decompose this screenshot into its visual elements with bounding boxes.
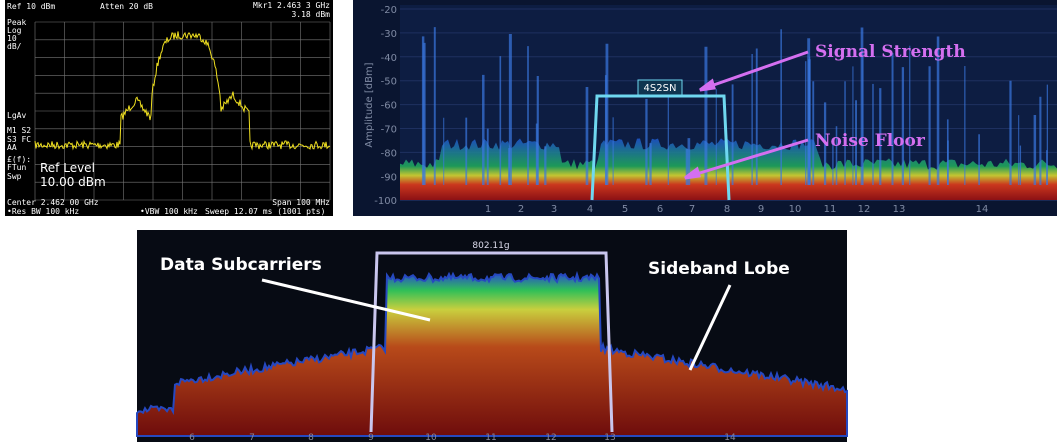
x-tick-label: 13 (604, 433, 615, 442)
y-tick-label: -40 (381, 53, 397, 64)
y-tick-label: -100 (374, 196, 397, 207)
span: Span 100 MHz (272, 198, 330, 207)
side-label: M1 S2 (7, 126, 31, 135)
annotation: Sideband Lobe (648, 259, 790, 279)
res-bw: •Res BW 100 kHz (7, 207, 79, 216)
sweep: Sweep 12.07 ms (1001 pts) (205, 207, 325, 216)
x-tick-label: 6 (657, 204, 663, 215)
side-label: AA (7, 143, 17, 152)
x-tick-label: 14 (976, 204, 989, 215)
y-tick-label: -30 (381, 29, 397, 40)
y-tick-label: -50 (381, 77, 397, 88)
y-tick-label: -90 (381, 172, 397, 183)
x-tick-label: 11 (824, 204, 837, 215)
x-tick-label: 7 (689, 204, 695, 215)
network-label: 802.11g (472, 241, 509, 251)
x-tick-label: 7 (249, 433, 255, 442)
x-tick-label: 13 (893, 204, 906, 215)
x-tick-label: 10 (425, 433, 437, 442)
y-tick-label: -80 (381, 148, 397, 159)
y-tick-label: -70 (381, 125, 397, 136)
annotation: Data Subcarriers (160, 255, 322, 275)
x-tick-label: 11 (485, 433, 496, 442)
x-tick-label: 9 (758, 204, 764, 215)
x-tick-label: 2 (518, 204, 524, 215)
marker-value: 3.18 dBm (291, 10, 330, 19)
center: Center 2.462 00 GHz (7, 198, 99, 207)
y-tick-label: -60 (381, 101, 397, 112)
side-label: FTun (7, 163, 26, 172)
network-label: 4S2SN (644, 83, 677, 94)
ref: Ref 10 dBm (7, 2, 55, 11)
x-tick-label: 12 (545, 433, 556, 442)
annotation: Noise Floor (815, 131, 926, 151)
y-axis-label: Amplitude [dBm] (364, 62, 375, 147)
x-tick-label: 1 (485, 204, 491, 215)
screenshot: Ref 10 dBm Atten 20 dB Mkr1 2.463 3 GHz … (0, 0, 1057, 442)
x-tick-label: 14 (724, 433, 736, 442)
side-label: Swp (7, 172, 22, 181)
x-tick-label: 6 (189, 433, 195, 442)
atten: Atten 20 dB (100, 2, 153, 11)
x-tick-label: 10 (789, 204, 802, 215)
x-tick-label: 5 (622, 204, 628, 215)
y-tick-label: -20 (381, 5, 397, 16)
marker: Mkr1 2.463 3 GHz (253, 1, 330, 10)
x-tick-label: 8 (724, 204, 730, 215)
side-label: dB/ (7, 42, 22, 51)
ref-level-value: 10.00 dBm (40, 175, 106, 189)
x-tick-label: 3 (551, 204, 557, 215)
ref-level-label: Ref Level (40, 161, 95, 175)
x-tick-label: 9 (368, 433, 374, 442)
x-tick-label: 4 (587, 204, 593, 215)
vbw: •VBW 100 kHz (140, 207, 198, 216)
x-tick-label: 12 (858, 204, 871, 215)
x-tick-label: 8 (308, 433, 314, 442)
side-label: LgAv (7, 111, 26, 120)
analyzer-panel: Ref 10 dBm Atten 20 dB Mkr1 2.463 3 GHz … (5, 0, 333, 216)
annotation: Signal Strength (815, 42, 966, 62)
